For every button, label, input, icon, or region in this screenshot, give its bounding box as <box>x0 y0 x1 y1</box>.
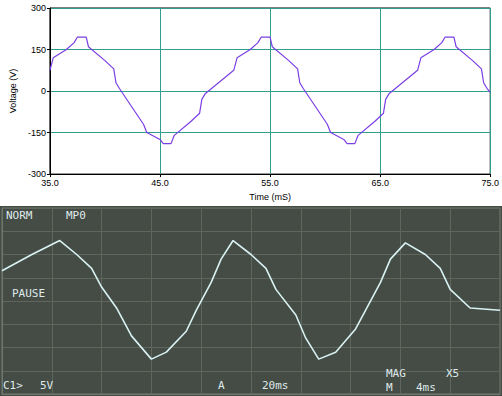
svg-text:PAUSE: PAUSE <box>12 287 45 300</box>
svg-text:Voltage (V): Voltage (V) <box>8 69 18 114</box>
svg-text:75.0: 75.0 <box>481 178 499 188</box>
svg-text:20ms: 20ms <box>262 379 289 392</box>
svg-text:45.0: 45.0 <box>151 178 169 188</box>
svg-text:4ms: 4ms <box>416 381 436 394</box>
svg-text:150: 150 <box>31 45 46 55</box>
svg-text:300: 300 <box>31 3 46 13</box>
svg-text:5V: 5V <box>40 379 54 392</box>
svg-text:Time (mS): Time (mS) <box>249 192 291 202</box>
svg-text:35.0: 35.0 <box>41 178 59 188</box>
svg-text:55.0: 55.0 <box>261 178 279 188</box>
svg-text:C1>: C1> <box>3 379 23 392</box>
svg-text:M: M <box>386 381 393 394</box>
svg-text:A: A <box>218 379 225 392</box>
svg-text:65.0: 65.0 <box>371 178 389 188</box>
svg-text:NORM: NORM <box>6 209 33 222</box>
svg-text:MAG: MAG <box>386 367 406 380</box>
svg-text:MP0: MP0 <box>66 209 86 222</box>
svg-text:-300: -300 <box>27 169 46 180</box>
svg-text:-150: -150 <box>28 128 46 138</box>
svg-text:X5: X5 <box>446 367 459 380</box>
svg-text:0: 0 <box>41 86 46 96</box>
